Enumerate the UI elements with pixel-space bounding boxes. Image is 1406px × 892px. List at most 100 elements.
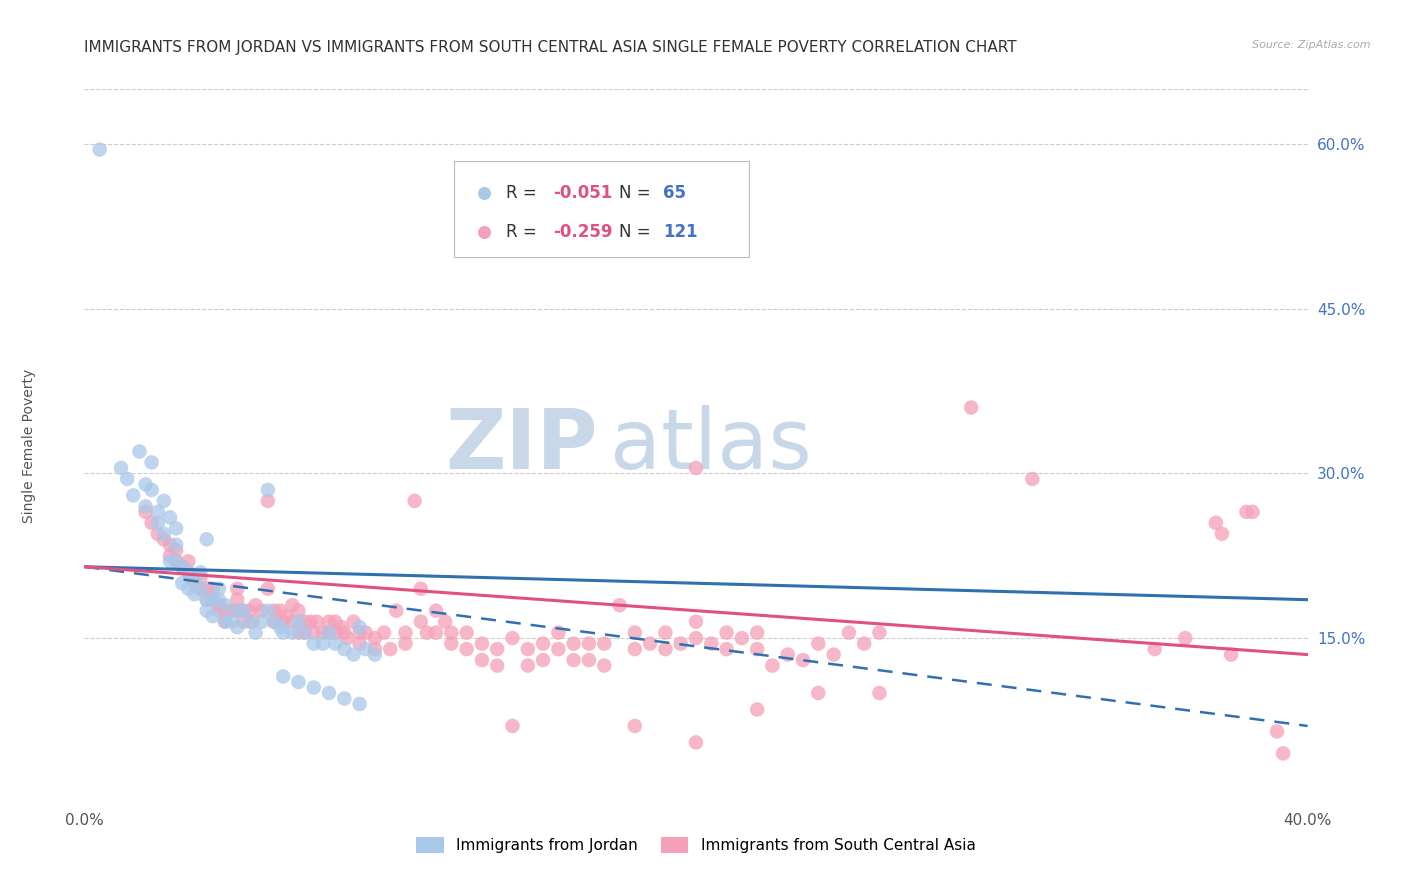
Point xyxy=(165,554,187,568)
Point xyxy=(287,625,309,640)
Point xyxy=(141,455,163,469)
Point xyxy=(342,648,364,662)
Point xyxy=(685,631,707,645)
Point xyxy=(214,615,236,629)
Point xyxy=(869,686,891,700)
Point xyxy=(333,642,356,657)
Point xyxy=(89,143,111,157)
Point xyxy=(853,637,876,651)
Point xyxy=(159,549,181,563)
Point xyxy=(195,592,218,607)
Point xyxy=(172,559,194,574)
Point xyxy=(409,615,432,629)
Point xyxy=(135,500,157,514)
Point xyxy=(183,587,205,601)
Point xyxy=(638,637,661,651)
Point xyxy=(190,582,212,596)
Point xyxy=(172,559,194,574)
Point xyxy=(245,625,267,640)
Point xyxy=(146,505,169,519)
Point xyxy=(190,566,212,580)
Point xyxy=(747,642,769,657)
Point xyxy=(201,592,224,607)
Point xyxy=(593,637,616,651)
Point xyxy=(201,582,224,596)
Text: R =: R = xyxy=(506,184,543,202)
Point xyxy=(364,631,387,645)
Point xyxy=(486,642,509,657)
Point xyxy=(271,625,294,640)
Point xyxy=(1021,472,1043,486)
Point xyxy=(263,604,285,618)
Point xyxy=(747,702,769,716)
Text: ZIP: ZIP xyxy=(446,406,598,486)
Point xyxy=(456,625,478,640)
Point xyxy=(394,637,416,651)
Point xyxy=(242,615,264,629)
Point xyxy=(761,658,783,673)
Point xyxy=(232,604,254,618)
Point xyxy=(838,625,860,640)
Point xyxy=(226,592,249,607)
Point xyxy=(562,637,585,651)
Point xyxy=(294,625,316,640)
Text: -0.051: -0.051 xyxy=(553,184,612,202)
Point xyxy=(269,620,291,634)
Point xyxy=(208,592,231,607)
Point xyxy=(669,637,692,651)
Point xyxy=(342,615,364,629)
Point xyxy=(153,533,176,547)
Point xyxy=(685,735,707,749)
Point xyxy=(1211,526,1233,541)
Point xyxy=(434,615,457,629)
Point xyxy=(318,625,340,640)
Text: N =: N = xyxy=(619,184,655,202)
Point xyxy=(263,615,285,629)
Point xyxy=(1220,648,1243,662)
Point xyxy=(700,637,723,651)
Point xyxy=(409,582,432,596)
Point xyxy=(302,625,325,640)
Point xyxy=(486,658,509,673)
Point xyxy=(257,582,280,596)
Point xyxy=(257,494,280,508)
Point xyxy=(190,571,212,585)
Point xyxy=(287,675,309,690)
Point xyxy=(294,615,316,629)
Point xyxy=(305,615,328,629)
Point xyxy=(685,615,707,629)
Point xyxy=(195,582,218,596)
Legend: Immigrants from Jordan, Immigrants from South Central Asia: Immigrants from Jordan, Immigrants from … xyxy=(411,831,981,859)
Point xyxy=(1272,747,1295,761)
Point xyxy=(456,642,478,657)
Text: Single Female Poverty: Single Female Poverty xyxy=(22,369,37,523)
Point xyxy=(165,543,187,558)
Point xyxy=(654,642,676,657)
Point xyxy=(425,625,447,640)
Point xyxy=(792,653,814,667)
Point xyxy=(165,554,187,568)
Point xyxy=(226,604,249,618)
Point xyxy=(731,631,754,645)
Point xyxy=(869,625,891,640)
Point xyxy=(159,538,181,552)
Point xyxy=(624,719,647,733)
Point xyxy=(159,510,181,524)
Text: 121: 121 xyxy=(664,223,697,241)
Point xyxy=(219,615,242,629)
Point xyxy=(1236,505,1258,519)
Point xyxy=(122,488,145,502)
Point xyxy=(250,604,273,618)
Point xyxy=(330,620,353,634)
Point xyxy=(336,631,359,645)
Text: -0.259: -0.259 xyxy=(553,223,613,241)
Point xyxy=(146,526,169,541)
Point xyxy=(141,483,163,497)
Point xyxy=(238,604,260,618)
Point xyxy=(380,642,402,657)
Text: Source: ZipAtlas.com: Source: ZipAtlas.com xyxy=(1253,40,1371,50)
Point xyxy=(349,625,371,640)
Point xyxy=(323,615,346,629)
Point xyxy=(226,582,249,596)
Point xyxy=(302,637,325,651)
